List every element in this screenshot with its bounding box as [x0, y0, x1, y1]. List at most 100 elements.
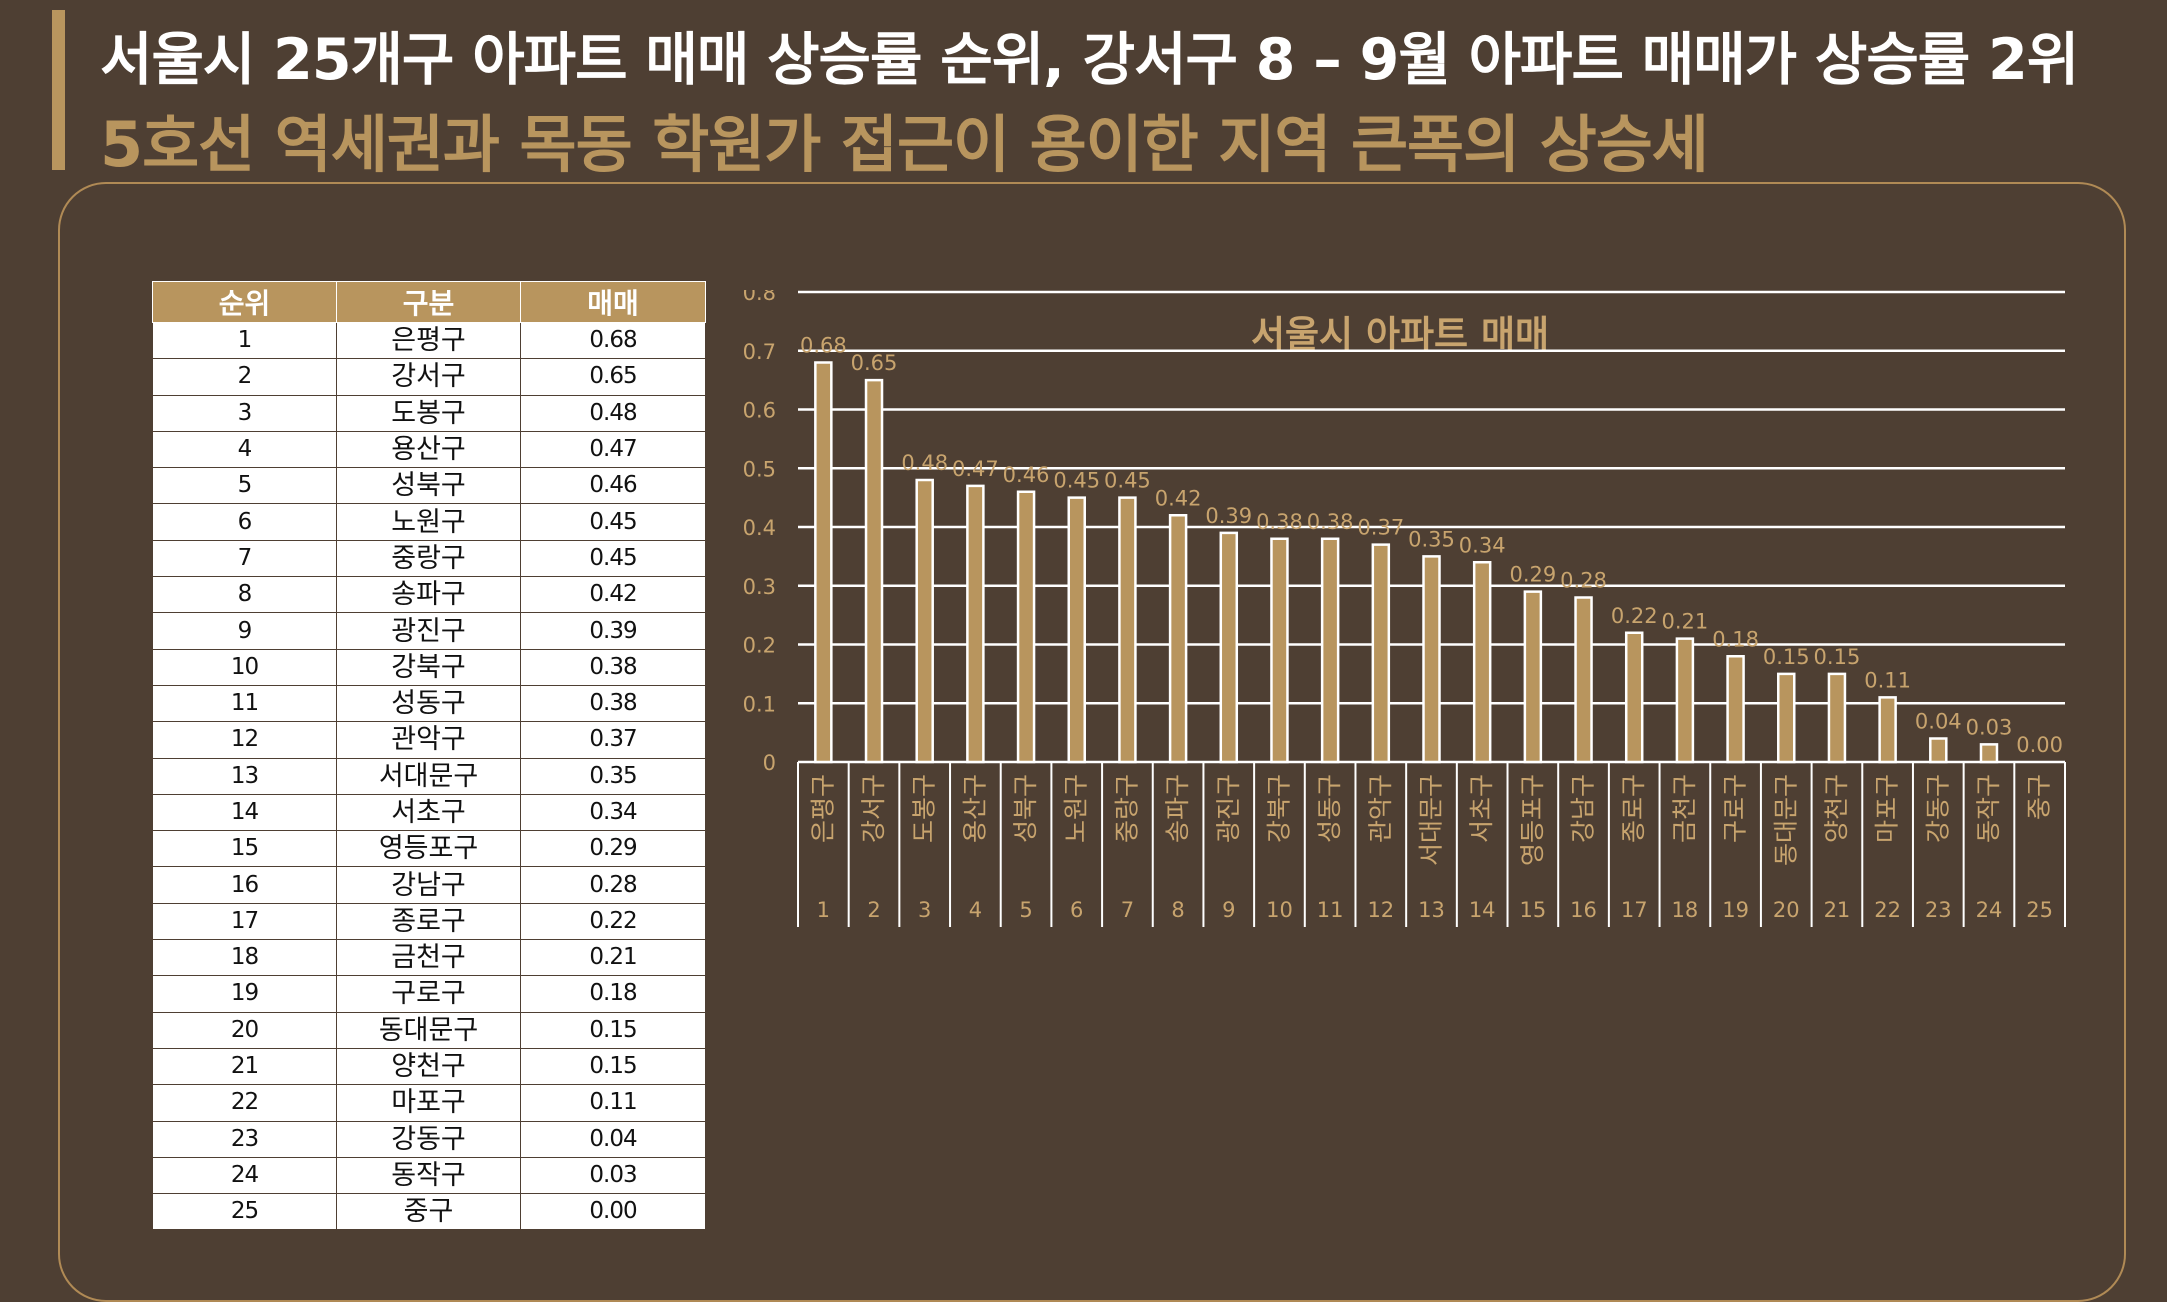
bar — [1675, 637, 1695, 764]
bar — [966, 484, 985, 764]
table-row: 16 강남구 0.28 — [152, 866, 706, 904]
data-label: 0.38 — [1307, 510, 1354, 534]
bar — [1472, 561, 1492, 764]
sale-cell: 0.35 — [520, 757, 706, 795]
rank-cell: 4 — [152, 430, 337, 469]
y-tick-label: 0.8 — [743, 290, 776, 305]
data-label: 0.15 — [1763, 645, 1810, 669]
rank-label: 11 — [1317, 898, 1344, 922]
sale-cell: 0.68 — [520, 321, 706, 360]
rank-cell: 1 — [152, 321, 337, 360]
rank-label: 22 — [1874, 898, 1901, 922]
y-tick-label: 0.2 — [743, 634, 776, 658]
x-tick-label: 서초구 — [1467, 774, 1496, 843]
x-tick-label: 용산구 — [960, 774, 989, 843]
rank-label: 23 — [1925, 898, 1952, 922]
rank-label: 5 — [1019, 898, 1032, 922]
table-row: 9 광진구 0.39 — [152, 612, 706, 650]
sale-cell: 0.45 — [520, 539, 706, 578]
table-row: 24 동작구 0.03 — [152, 1156, 706, 1195]
bar — [1726, 655, 1745, 764]
district-cell: 구로구 — [336, 975, 521, 1013]
district-cell: 강동구 — [336, 1120, 521, 1158]
bar — [814, 361, 833, 764]
rank-label: 18 — [1672, 898, 1699, 922]
table-row: 6 노원구 0.45 — [152, 503, 706, 541]
sale-cell: 0.03 — [520, 1156, 706, 1195]
bar — [1929, 737, 1948, 764]
y-tick-label: 0.7 — [743, 340, 776, 364]
y-tick-label: 0.6 — [743, 399, 776, 423]
table-row: 19 구로구 0.18 — [152, 975, 706, 1013]
table-row: 2 강서구 0.65 — [152, 358, 706, 396]
table-row: 25 중구 0.00 — [152, 1193, 706, 1231]
rank-cell: 19 — [152, 975, 337, 1013]
page-subtitle: 5호선 역세권과 목동 학원가 접근이 용이한 지역 큰폭의 상승세 — [100, 108, 1709, 181]
x-tick-label: 종로구 — [1619, 774, 1648, 843]
x-tick-label: 구로구 — [1721, 774, 1750, 843]
data-label: 0.03 — [1966, 715, 2013, 739]
data-label: 0.48 — [901, 451, 948, 475]
data-label: 0.37 — [1357, 516, 1404, 540]
table-row: 15 영등포구 0.29 — [152, 830, 706, 868]
sale-cell: 0.34 — [520, 793, 706, 832]
rank-label: 6 — [1070, 898, 1083, 922]
x-tick-label: 영등포구 — [1518, 774, 1547, 866]
bar — [1624, 631, 1644, 764]
y-tick-label: 0.3 — [743, 575, 776, 599]
sale-cell: 0.04 — [520, 1120, 706, 1158]
bar — [1118, 496, 1137, 764]
x-tick-label: 은평구 — [808, 774, 837, 843]
data-label: 0.29 — [1509, 563, 1556, 587]
sale-cell: 0.65 — [520, 358, 706, 396]
rank-cell: 20 — [152, 1011, 337, 1049]
bar — [1320, 537, 1340, 764]
x-tick-label: 성동구 — [1315, 774, 1344, 843]
x-tick-label: 중랑구 — [1112, 774, 1141, 843]
sale-cell: 0.38 — [520, 684, 706, 723]
sale-cell: 0.11 — [520, 1084, 706, 1122]
ranking-table: 순위 구분 매매 1 은평구 0.68 2 강서구 0.65 3 도봉구 0.48 4 용산구 0.4… — [152, 281, 706, 1231]
district-cell: 서대문구 — [336, 757, 521, 795]
district-cell: 은평구 — [336, 321, 521, 360]
data-label: 0.18 — [1712, 627, 1759, 651]
district-cell: 강서구 — [336, 358, 521, 396]
sale-cell: 0.29 — [520, 830, 706, 868]
district-cell: 양천구 — [336, 1047, 521, 1086]
sale-cell: 0.28 — [520, 866, 706, 904]
table-row: 23 강동구 0.04 — [152, 1120, 706, 1158]
x-tick-label: 광진구 — [1214, 774, 1243, 843]
table-row: 3 도봉구 0.48 — [152, 394, 706, 432]
rank-cell: 12 — [152, 721, 337, 759]
rank-cell: 2 — [152, 358, 337, 396]
bar — [1067, 496, 1086, 764]
data-label: 0.21 — [1662, 610, 1709, 634]
rank-label: 24 — [1976, 898, 2003, 922]
rank-label: 21 — [1824, 898, 1851, 922]
rank-cell: 6 — [152, 503, 337, 541]
x-tick-label: 금천구 — [1670, 774, 1699, 843]
chart-title: 서울시 아파트 매매 — [1251, 313, 1549, 356]
table-row: 13 서대문구 0.35 — [152, 757, 706, 795]
header-sale: 매매 — [520, 281, 706, 323]
rank-label: 2 — [867, 898, 880, 922]
x-tick-label: 동작구 — [1974, 774, 2003, 843]
table-row: 11 성동구 0.38 — [152, 684, 706, 723]
bar — [864, 378, 884, 764]
rank-cell: 22 — [152, 1084, 337, 1122]
rank-cell: 8 — [152, 576, 337, 614]
table-row: 8 송파구 0.42 — [152, 576, 706, 614]
bar — [1827, 672, 1847, 764]
rank-label: 20 — [1773, 898, 1800, 922]
rank-label: 7 — [1121, 898, 1134, 922]
data-label: 0.42 — [1155, 486, 1202, 510]
data-label: 0.28 — [1560, 569, 1607, 593]
table-row: 22 마포구 0.11 — [152, 1084, 706, 1122]
bar-chart: 서울시 아파트 매매 0 0.1 0.2 0.3 0.4 0.5 0.6 0.7 0.8 0.68 은… — [743, 290, 2066, 927]
y-tick-label: 0 — [763, 751, 776, 775]
x-tick-label: 서대문구 — [1417, 774, 1446, 866]
rank-cell: 3 — [152, 394, 337, 432]
data-label: 0.22 — [1611, 604, 1658, 628]
x-tick-label: 강동구 — [1923, 774, 1952, 843]
rank-label: 12 — [1367, 898, 1394, 922]
